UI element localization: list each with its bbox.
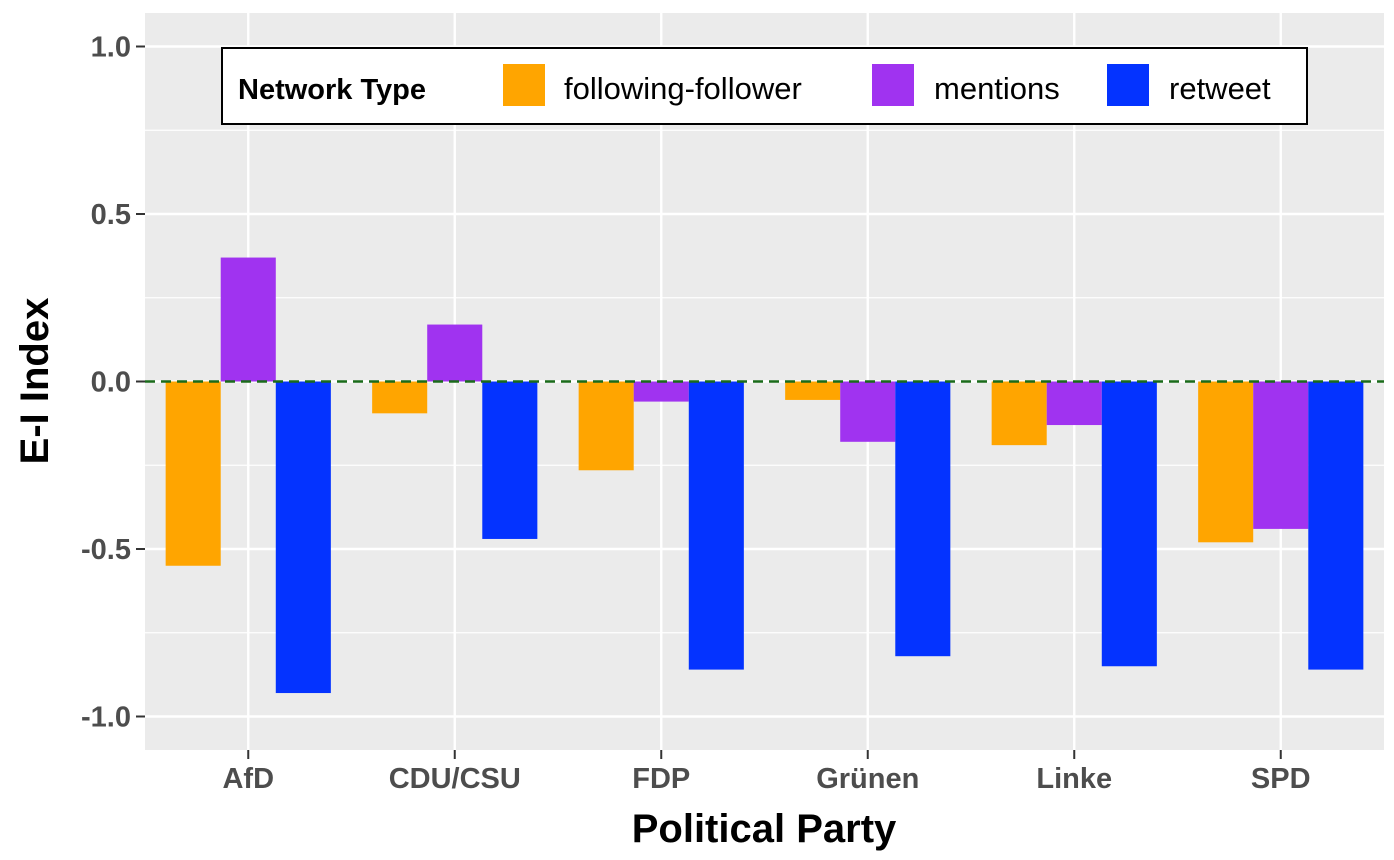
legend: Network Type following-follower mentions… (221, 47, 1308, 125)
legend-label-retweet: retweet (1169, 71, 1271, 106)
y-tick-label: 0.5 (91, 199, 131, 231)
x-tick-label: SPD (1251, 763, 1311, 795)
x-axis: AfD CDU/CSU FDP Grünen Linke SPD (222, 750, 1311, 795)
bar-following-follower-FDP (578, 381, 634, 471)
x-tick-label: Grünen (816, 763, 919, 795)
y-tick-label: 1.0 (91, 32, 131, 64)
bar-retweet-SPD (1308, 381, 1364, 670)
bar-following-follower-Grünen (785, 381, 841, 400)
bar-mentions-FDP (633, 381, 689, 402)
legend-swatch-mentions (872, 64, 914, 106)
bar-following-follower-CDU/CSU (372, 381, 428, 414)
x-tick-label: Linke (1036, 763, 1112, 795)
y-tick-label: -0.5 (81, 534, 131, 566)
legend-swatch-following-follower (503, 64, 545, 106)
bar-retweet-FDP (688, 381, 744, 670)
y-axis-title: E-I Index (13, 298, 57, 465)
y-axis: 1.0 0.5 0.0 -0.5 -1.0 (81, 32, 145, 734)
y-tick-label: 0.0 (91, 367, 131, 399)
bars (165, 257, 1364, 694)
bar-following-follower-Linke (991, 381, 1047, 446)
bar-retweet-CDU/CSU (482, 381, 538, 539)
y-tick-label: -1.0 (81, 702, 131, 734)
legend-label-following-follower: following-follower (564, 71, 802, 106)
minor-gridlines (145, 129, 1384, 634)
x-tick-label: FDP (632, 763, 690, 795)
bar-mentions-SPD (1253, 381, 1309, 529)
bar-retweet-Grünen (895, 381, 951, 657)
x-axis-title: Political Party (632, 807, 897, 851)
bar-retweet-Linke (1101, 381, 1157, 667)
legend-label-mentions: mentions (934, 71, 1060, 106)
legend-swatch-retweet (1107, 64, 1149, 106)
bar-following-follower-AfD (165, 381, 221, 566)
bar-mentions-Linke (1046, 381, 1102, 426)
bar-mentions-CDU/CSU (427, 324, 483, 382)
bar-following-follower-SPD (1198, 381, 1254, 543)
x-tick-label: AfD (222, 763, 274, 795)
bar-mentions-AfD (220, 257, 276, 382)
bar-retweet-AfD (275, 381, 331, 694)
bar-mentions-Grünen (840, 381, 896, 442)
legend-title: Network Type (238, 74, 426, 106)
x-tick-label: CDU/CSU (389, 763, 521, 795)
